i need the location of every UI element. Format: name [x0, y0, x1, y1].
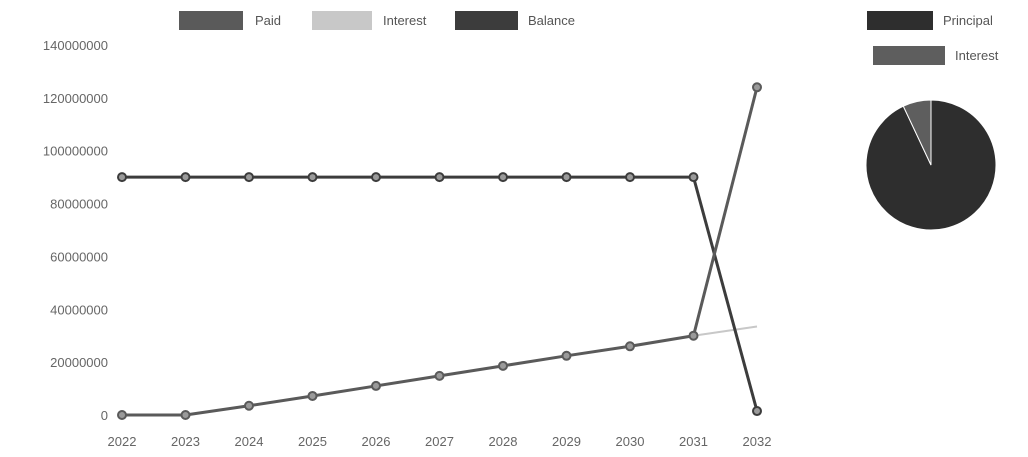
- data-point-balance[interactable]: [625, 172, 635, 183]
- legend-item-pie-interest[interactable]: Interest: [873, 46, 999, 65]
- data-point-balance[interactable]: [180, 172, 191, 183]
- data-point-balance[interactable]: [244, 172, 254, 183]
- data-point-paid[interactable]: [752, 82, 762, 93]
- x-tick-label: 2027: [425, 434, 454, 449]
- y-tick-label: 40000000: [50, 302, 108, 317]
- pie-legend: Principal Interest: [867, 11, 999, 65]
- legend-swatch-balance: [455, 11, 518, 30]
- data-point-balance[interactable]: [752, 406, 762, 417]
- legend-label-principal: Principal: [943, 13, 993, 28]
- x-axis-ticks: 2022 2023 2024 2025 2026 2027 2028 2029 …: [108, 434, 772, 449]
- legend-label-balance: Balance: [528, 13, 575, 28]
- y-tick-label: 60000000: [50, 249, 108, 264]
- y-tick-label: 100000000: [43, 144, 108, 159]
- data-point-balance[interactable]: [307, 172, 318, 183]
- data-point-paid[interactable]: [117, 410, 127, 420]
- x-tick-label: 2024: [235, 434, 264, 449]
- x-tick-label: 2022: [108, 434, 137, 449]
- legend-swatch-principal: [867, 11, 933, 30]
- x-tick-label: 2023: [171, 434, 200, 449]
- legend-item-paid[interactable]: Paid: [179, 11, 281, 30]
- legend-swatch-pie-interest: [873, 46, 945, 65]
- pie-chart: Principal Interest: [865, 11, 999, 231]
- x-tick-label: 2028: [489, 434, 518, 449]
- legend-label-interest: Interest: [383, 13, 427, 28]
- x-tick-label: 2032: [743, 434, 772, 449]
- data-point-paid[interactable]: [371, 380, 381, 391]
- line-legend: Paid Interest Balance: [179, 11, 575, 30]
- data-point-paid[interactable]: [688, 330, 699, 341]
- x-tick-label: 2031: [679, 434, 708, 449]
- legend-label-pie-interest: Interest: [955, 48, 999, 63]
- data-point-paid[interactable]: [244, 400, 254, 411]
- legend-item-balance[interactable]: Balance: [455, 11, 575, 30]
- data-point-paid[interactable]: [498, 360, 508, 371]
- data-point-balance[interactable]: [561, 172, 572, 183]
- y-axis-ticks: 0 20000000 40000000 60000000 80000000 10…: [43, 38, 108, 423]
- data-point-balance[interactable]: [434, 172, 445, 183]
- data-point-balance[interactable]: [498, 172, 508, 183]
- legend-swatch-interest: [312, 11, 372, 30]
- y-tick-label: 0: [101, 408, 108, 423]
- y-tick-label: 80000000: [50, 197, 108, 212]
- series-layer: [117, 82, 762, 420]
- pie-slice-interest[interactable]: [902, 99, 932, 166]
- x-tick-label: 2030: [616, 434, 645, 449]
- data-point-paid[interactable]: [434, 370, 445, 381]
- data-point-balance[interactable]: [117, 172, 127, 183]
- data-point-paid[interactable]: [180, 410, 191, 420]
- legend-swatch-paid: [179, 11, 243, 30]
- y-tick-label: 20000000: [50, 355, 108, 370]
- data-point-paid[interactable]: [561, 350, 572, 361]
- legend-label-paid: Paid: [255, 13, 281, 28]
- legend-item-interest[interactable]: Interest: [312, 11, 427, 30]
- data-point-balance[interactable]: [371, 172, 381, 183]
- x-tick-label: 2025: [298, 434, 327, 449]
- y-tick-label: 140000000: [43, 38, 108, 53]
- x-tick-label: 2029: [552, 434, 581, 449]
- series-line-paid: [122, 86, 759, 417]
- y-tick-label: 120000000: [43, 91, 108, 106]
- pie-layer: [865, 99, 997, 231]
- x-tick-label: 2026: [362, 434, 391, 449]
- line-chart: Paid Interest Balance 0 20000000 4000000…: [43, 11, 772, 449]
- data-point-balance[interactable]: [688, 172, 699, 183]
- data-point-paid[interactable]: [307, 390, 318, 401]
- data-point-paid[interactable]: [625, 341, 635, 352]
- legend-item-principal[interactable]: Principal: [867, 11, 993, 30]
